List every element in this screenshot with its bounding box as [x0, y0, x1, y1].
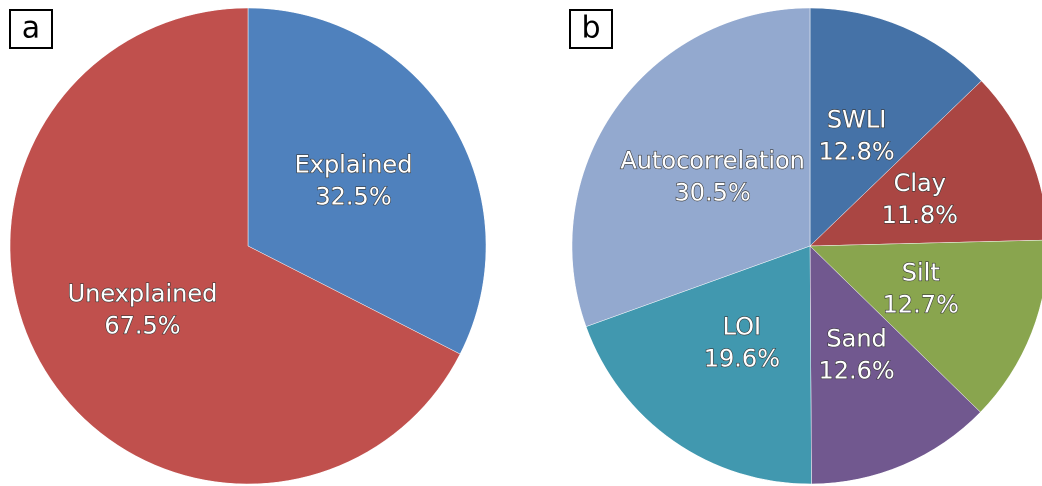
- slice-value-label: 12.7%: [883, 290, 959, 318]
- slice-label: Sand: [826, 325, 886, 353]
- pie-slice: [585, 245, 812, 485]
- pie-slice: [809, 80, 1042, 247]
- panel-label: b: [581, 11, 600, 46]
- panel-label-box: [569, 9, 613, 49]
- slice-value-label: 12.8%: [818, 137, 894, 165]
- panel-label-box: [9, 9, 53, 49]
- slice-value-label: 30.5%: [675, 179, 751, 207]
- slice-label: Explained: [295, 150, 413, 178]
- slice-value-label: 19.6%: [704, 345, 780, 373]
- slice-label: Autocorrelation: [620, 147, 805, 175]
- pie-slice: [809, 7, 982, 247]
- pie-slice: [247, 7, 487, 355]
- pie-slice: [809, 239, 1042, 413]
- slice-label: Clay: [894, 169, 946, 197]
- slice-value-label: 32.5%: [315, 182, 391, 210]
- slice-value-label: 12.6%: [818, 357, 894, 385]
- pie-slice: [571, 7, 811, 327]
- slice-label: Unexplained: [68, 280, 218, 308]
- pie-slice: [9, 7, 461, 485]
- slice-label: LOI: [723, 313, 761, 341]
- slice-value-label: 67.5%: [104, 312, 180, 340]
- slice-label: Silt: [902, 258, 940, 286]
- pie-slice: [809, 245, 981, 485]
- panel-label: a: [22, 11, 40, 46]
- slice-value-label: 11.8%: [882, 201, 958, 229]
- slice-label: SWLI: [827, 105, 886, 133]
